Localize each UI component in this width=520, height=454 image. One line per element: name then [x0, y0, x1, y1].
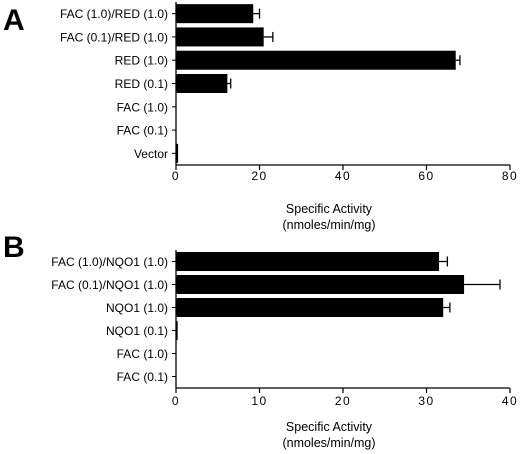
panel-b-letter: B	[3, 231, 25, 264]
x-tick-label-b-1: 10	[251, 394, 267, 408]
category-label-b-5: FAC (0.1)	[117, 370, 168, 384]
bar-a-1	[176, 27, 264, 47]
category-label-a-4: FAC (1.0)	[117, 100, 168, 114]
bar-a-3	[176, 74, 228, 93]
x-axis-units-b: (nmoles/min/mg)	[282, 436, 375, 450]
x-tick-label-b-4: 40	[502, 394, 518, 408]
x-tick-label-b-0: 0	[172, 394, 180, 408]
bar-b-0	[176, 252, 440, 271]
category-label-a-1: FAC (0.1)/RED (1.0)	[60, 30, 168, 44]
x-tick-label-b-2: 20	[335, 394, 351, 408]
panel-b: B 0 10 20 30 40 FAC (1.0)/NQO1 (1.0) FAC (0.1)/…	[3, 231, 518, 450]
category-label-b-4: FAC (1.0)	[117, 347, 168, 361]
panel-a: A 0 20 40 60 80 FAC (1.0)/RED (1.0) FAC (0.1)/R…	[3, 2, 518, 232]
category-label-a-3: RED (0.1)	[115, 77, 168, 91]
x-tick-label-a-4: 80	[502, 169, 518, 183]
bar-b-1	[176, 275, 465, 294]
x-axis-title-a: Specific Activity	[286, 202, 373, 216]
category-label-b-2: NQO1 (1.0)	[106, 301, 168, 315]
x-tick-label-a-3: 60	[418, 169, 434, 183]
bar-a-0	[176, 4, 254, 24]
bar-b-2	[176, 298, 444, 317]
panel-a-letter: A	[3, 4, 25, 37]
bar-a-2	[176, 50, 456, 70]
x-tick-label-a-2: 40	[335, 169, 351, 183]
category-label-a-6: Vector	[134, 147, 168, 161]
x-tick-label-a-0: 0	[172, 169, 180, 183]
bar-a-6	[176, 143, 179, 163]
x-axis-title-b: Specific Activity	[286, 420, 373, 434]
category-label-a-2: RED (1.0)	[115, 54, 168, 68]
category-label-b-0: FAC (1.0)/NQO1 (1.0)	[51, 255, 168, 269]
x-tick-label-b-3: 30	[418, 394, 434, 408]
category-label-b-3: NQO1 (0.1)	[106, 324, 168, 338]
x-axis-units-a: (nmoles/min/mg)	[282, 218, 375, 232]
category-label-a-5: FAC (0.1)	[117, 124, 168, 138]
bar-b-3	[176, 321, 178, 340]
x-tick-label-a-1: 20	[251, 169, 267, 183]
category-label-b-1: FAC (0.1)/NQO1 (1.0)	[51, 278, 168, 292]
category-label-a-0: FAC (1.0)/RED (1.0)	[60, 7, 168, 21]
